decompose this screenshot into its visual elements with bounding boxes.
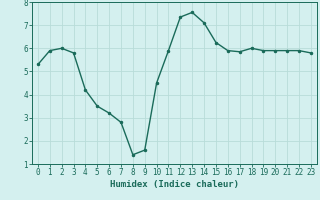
- X-axis label: Humidex (Indice chaleur): Humidex (Indice chaleur): [110, 180, 239, 189]
